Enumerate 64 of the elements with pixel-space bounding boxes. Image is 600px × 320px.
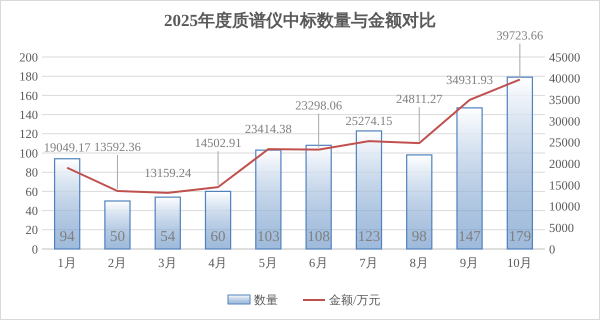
y-tick-label: 160 <box>19 88 38 103</box>
data-label: 23414.38 <box>244 122 292 136</box>
x-tick-label: 9月 <box>460 256 480 270</box>
y2-tick-label: 30000 <box>549 114 580 128</box>
data-label: 108 <box>307 229 330 245</box>
chart-title: 2025年度质谱仪中标数量与金额对比 <box>164 11 436 30</box>
data-label: 103 <box>257 229 280 245</box>
y2-tick-label: 15000 <box>549 178 580 192</box>
bar <box>356 130 382 250</box>
y-tick-label: 80 <box>26 166 38 180</box>
y-tick-label: 60 <box>26 184 38 199</box>
y-tick-label: 0 <box>32 242 38 256</box>
x-tick-label: 4月 <box>208 256 228 270</box>
y2-tick-label: 5000 <box>549 221 574 236</box>
data-label: 60 <box>210 229 226 245</box>
bar <box>456 107 483 250</box>
y2-tick-label: 20000 <box>549 157 580 172</box>
x-tick-label: 2月 <box>108 256 128 270</box>
y-tick-label: 40 <box>26 204 38 218</box>
data-label: 94 <box>60 229 76 245</box>
data-label: 23298.06 <box>295 98 342 113</box>
x-tick-label: 5月 <box>258 256 278 270</box>
data-label: 13159.24 <box>144 166 192 180</box>
data-label: 50 <box>110 229 125 245</box>
y2-tick-label: 25000 <box>549 136 580 150</box>
data-label: 14502.91 <box>194 136 242 150</box>
y2-tick-label: 35000 <box>549 93 580 108</box>
y-tick-label: 100 <box>19 146 38 160</box>
y-tick-label: 200 <box>19 50 38 64</box>
y2-tick-label: 0 <box>549 242 556 256</box>
data-label: 13592.36 <box>94 140 141 154</box>
y-tick-label: 180 <box>19 70 38 84</box>
bar <box>305 144 332 250</box>
y-tick-label: 20 <box>26 223 38 238</box>
data-label: 147 <box>458 229 482 245</box>
x-tick-label: 7月 <box>359 256 379 270</box>
bar <box>255 150 282 250</box>
bar <box>204 190 232 250</box>
y2-tick-label: 45000 <box>549 50 580 64</box>
bar <box>54 158 80 250</box>
data-label: 24811.27 <box>396 92 442 106</box>
bar <box>154 196 181 250</box>
x-tick-label: 10月 <box>507 256 533 270</box>
data-label: 98 <box>412 229 427 245</box>
bar <box>506 76 534 250</box>
y-tick-label: 140 <box>19 108 38 122</box>
legend-label: 金额/万元 <box>329 293 380 308</box>
data-label: 54 <box>160 229 176 245</box>
data-label: 123 <box>358 229 380 245</box>
x-tick-label: 8月 <box>410 256 429 270</box>
bar <box>104 200 131 250</box>
data-label: 34931.93 <box>446 72 493 87</box>
data-label: 25274.15 <box>346 114 392 128</box>
y-tick-label: 120 <box>19 127 38 142</box>
y2-tick-label: 10000 <box>549 200 580 214</box>
data-label: 179 <box>508 229 532 245</box>
data-label: 19049.17 <box>44 140 91 155</box>
y2-tick-label: 40000 <box>549 72 580 86</box>
data-label: 39723.66 <box>496 28 544 43</box>
x-tick-label: 3月 <box>158 256 178 270</box>
bar <box>406 154 432 250</box>
x-tick-label: 6月 <box>309 256 328 270</box>
x-tick-label: 1月 <box>58 256 77 270</box>
legend-label: 数量 <box>254 293 278 308</box>
